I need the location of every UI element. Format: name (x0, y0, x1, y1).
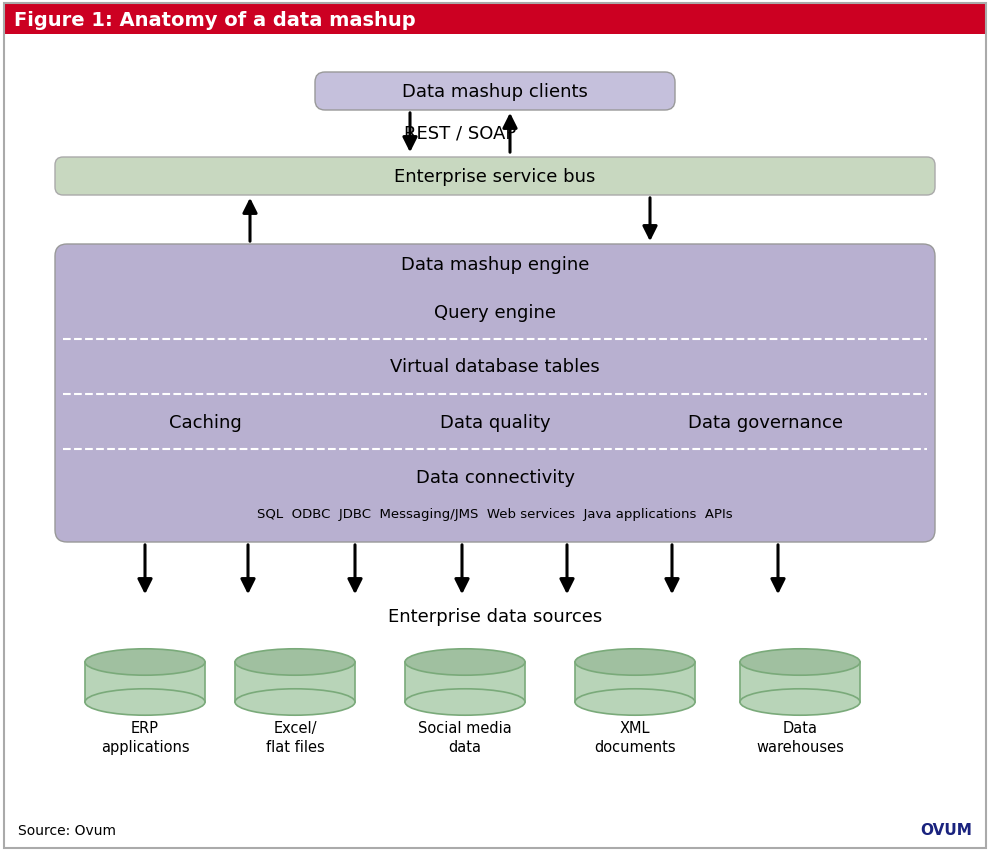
Ellipse shape (85, 649, 205, 676)
FancyBboxPatch shape (315, 73, 675, 111)
Text: REST / SOAP: REST / SOAP (404, 125, 516, 143)
Ellipse shape (740, 689, 860, 716)
Text: Enterprise service bus: Enterprise service bus (394, 168, 596, 186)
Ellipse shape (405, 689, 525, 716)
Text: Data governance: Data governance (687, 413, 842, 431)
Ellipse shape (575, 649, 695, 676)
Text: Virtual database tables: Virtual database tables (390, 358, 600, 376)
Text: Enterprise data sources: Enterprise data sources (388, 607, 602, 625)
Ellipse shape (235, 649, 355, 676)
Text: Caching: Caching (168, 413, 242, 431)
Text: Data mashup engine: Data mashup engine (401, 256, 589, 273)
Text: Excel/
flat files: Excel/ flat files (265, 720, 325, 754)
Ellipse shape (740, 649, 860, 676)
Bar (740, 662, 860, 702)
Text: Source: Ovum: Source: Ovum (18, 823, 116, 837)
Ellipse shape (405, 649, 525, 676)
Text: ERP
applications: ERP applications (101, 720, 189, 754)
Text: XML
documents: XML documents (594, 720, 676, 754)
Text: Data connectivity: Data connectivity (416, 469, 574, 487)
Text: Data
warehouses: Data warehouses (756, 720, 843, 754)
Bar (235, 662, 355, 702)
FancyBboxPatch shape (55, 245, 935, 543)
Text: Social media
data: Social media data (418, 720, 512, 754)
Text: Data quality: Data quality (440, 413, 550, 431)
Bar (85, 662, 205, 702)
Bar (4, 4, 986, 35)
Ellipse shape (85, 689, 205, 716)
Text: OVUM: OVUM (920, 822, 972, 838)
Text: Data mashup clients: Data mashup clients (402, 83, 588, 101)
Bar (575, 662, 695, 702)
Ellipse shape (235, 689, 355, 716)
Text: Query engine: Query engine (434, 303, 556, 321)
Text: SQL  ODBC  JDBC  Messaging/JMS  Web services  Java applications  APIs: SQL ODBC JDBC Messaging/JMS Web services… (257, 508, 733, 521)
Bar (405, 662, 525, 702)
FancyBboxPatch shape (55, 158, 935, 196)
Text: Figure 1: Anatomy of a data mashup: Figure 1: Anatomy of a data mashup (14, 10, 416, 30)
Ellipse shape (575, 689, 695, 716)
